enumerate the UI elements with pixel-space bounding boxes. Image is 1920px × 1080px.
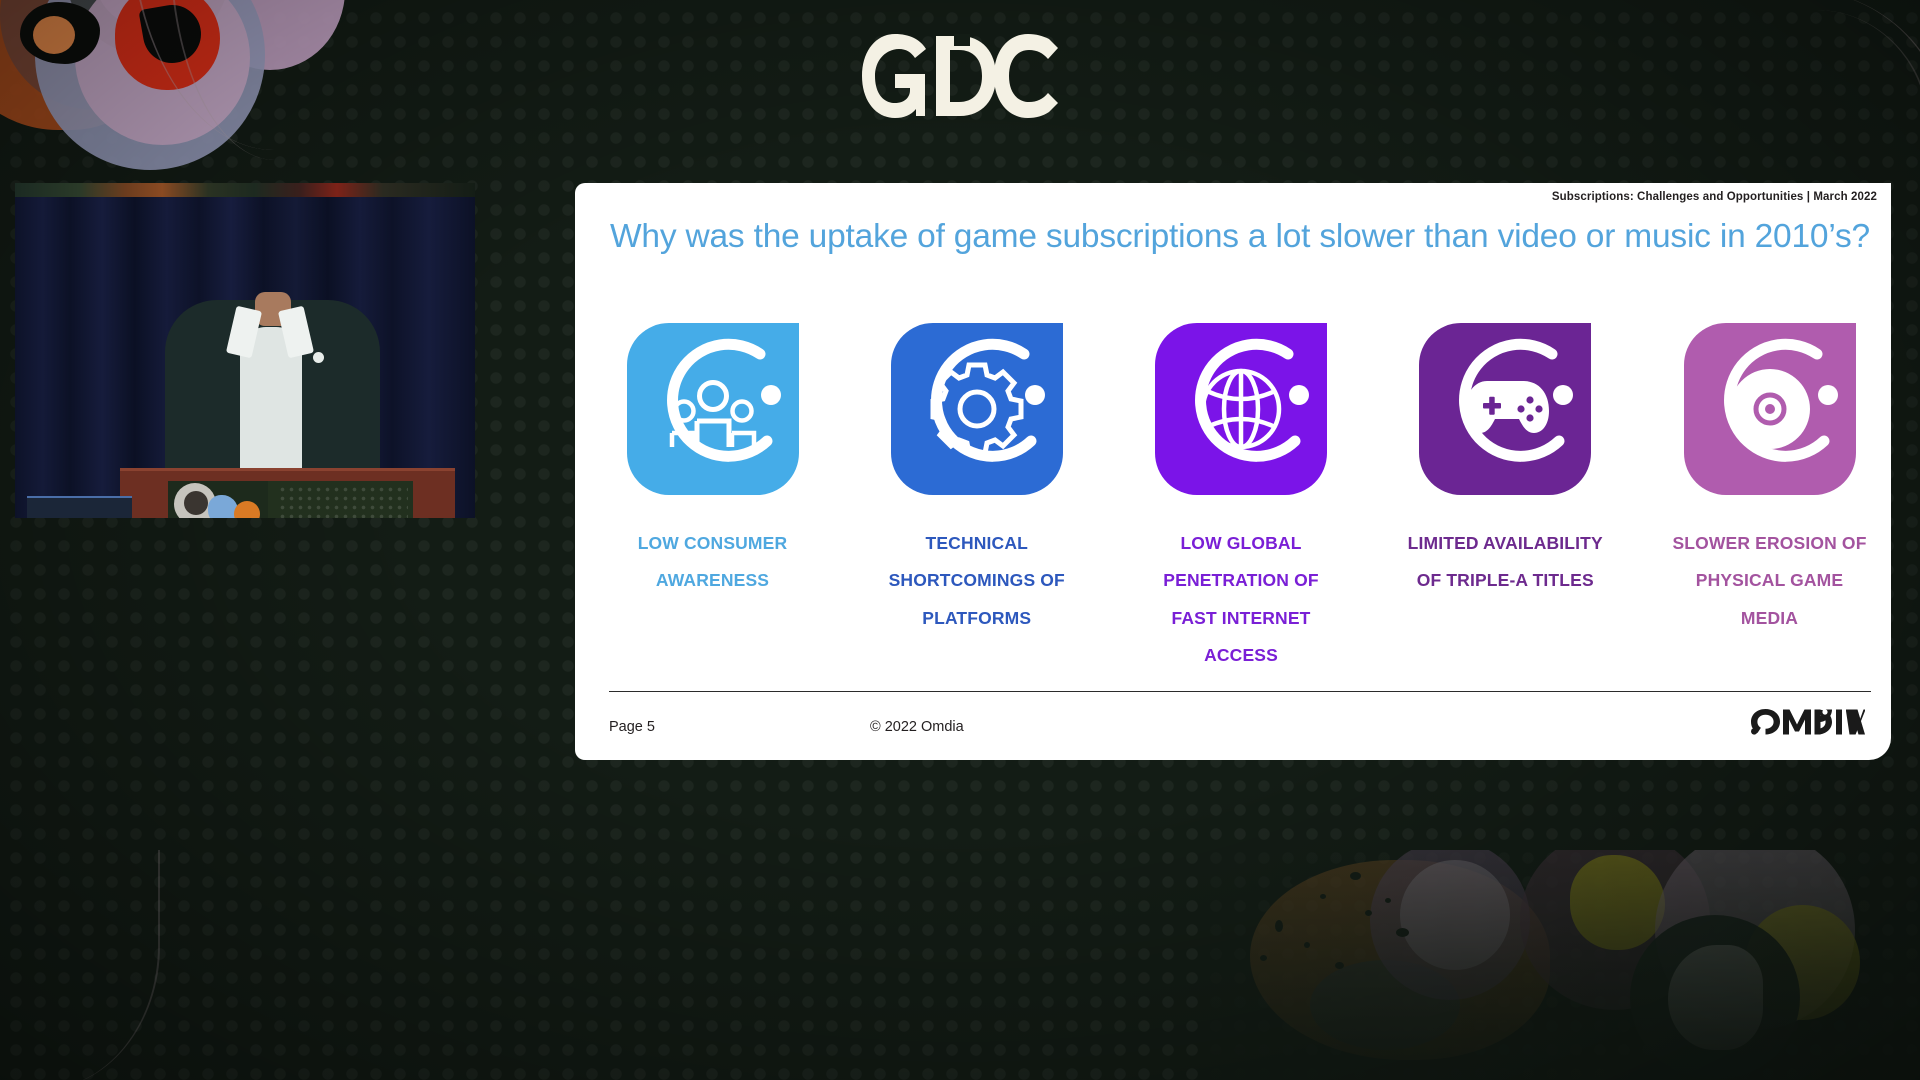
presentation-slide: Subscriptions: Challenges and Opportunit… [575, 183, 1891, 760]
omdia-logo [1750, 705, 1865, 742]
video-top-edge-strip [15, 183, 475, 197]
pillar-technical-shortcomings: TECHNICAL SHORTCOMINGS OF PLATFORMS [874, 323, 1079, 675]
people-group-icon [666, 338, 781, 462]
disc-media-icon [1723, 338, 1838, 462]
tile-people-group [626, 323, 799, 495]
pillar-label: LOW CONSUMER AWARENESS [637, 533, 788, 591]
tile-globe [1155, 323, 1327, 495]
pillar-label: SLOWER EROSION OF PHYSICAL GAME MEDIA [1672, 533, 1867, 628]
decorative-blob-cluster-top-left [0, 0, 345, 180]
copyright-notice: © 2022 Omdia [870, 719, 964, 735]
podium-graphic-panel [168, 481, 413, 518]
stage-monitor [27, 496, 132, 518]
pillar-low-global-penetration: LOW GLOBAL PENETRATION OF FAST INTERNET … [1139, 323, 1344, 675]
tile-disc-media [1683, 323, 1856, 495]
speaker-torso [165, 292, 380, 472]
gear-icon [930, 338, 1045, 462]
slide-header-text: Subscriptions: Challenges and Opportunit… [1551, 191, 1877, 203]
decorative-blob-cluster-bottom-right [1200, 850, 1920, 1080]
speaker-video-feed [15, 183, 475, 518]
pillar-limited-availability: LIMITED AVAILABILITY OF TRIPLE-A TITLES [1403, 323, 1608, 675]
slide-title: Why was the uptake of game subscriptions… [610, 218, 1870, 255]
pillar-row: LOW CONSUMER AWARENESS TECHNICAL SHORTCO… [610, 323, 1872, 675]
tile-game-controller [1419, 323, 1592, 495]
page-number: Page 5 [609, 719, 655, 735]
pillar-low-consumer-awareness: LOW CONSUMER AWARENESS [610, 323, 815, 675]
tile-gear [890, 323, 1063, 495]
globe-icon [1195, 338, 1309, 462]
game-controller-icon [1459, 338, 1574, 462]
pillar-label: TECHNICAL SHORTCOMINGS OF PLATFORMS [888, 533, 1065, 628]
gdc-logo [0, 34, 1920, 120]
pillar-label: LOW GLOBAL PENETRATION OF FAST INTERNET … [1163, 533, 1319, 666]
footer-divider [609, 691, 1871, 692]
podium [120, 468, 455, 518]
pillar-label: LIMITED AVAILABILITY OF TRIPLE-A TITLES [1407, 533, 1603, 591]
pillar-slower-erosion: SLOWER EROSION OF PHYSICAL GAME MEDIA [1667, 323, 1872, 675]
